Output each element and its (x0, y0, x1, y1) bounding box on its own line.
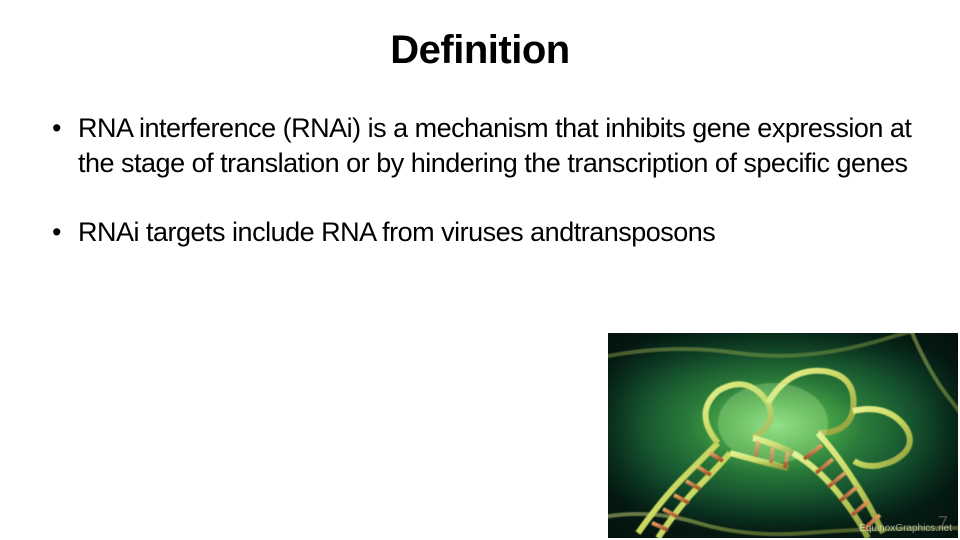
page-number: 7 (938, 513, 948, 534)
slide-title: Definition (40, 28, 920, 73)
bullet-item: RNA interference (RNAi) is a mechanism t… (48, 111, 920, 181)
slide-container: Definition RNA interference (RNAi) is a … (0, 0, 960, 540)
bullet-item: RNAi targets include RNA from viruses an… (48, 215, 920, 250)
rna-image: EquinoxGraphics.net (608, 333, 958, 538)
bullet-list: RNA interference (RNAi) is a mechanism t… (40, 111, 920, 250)
rna-svg (608, 333, 958, 538)
